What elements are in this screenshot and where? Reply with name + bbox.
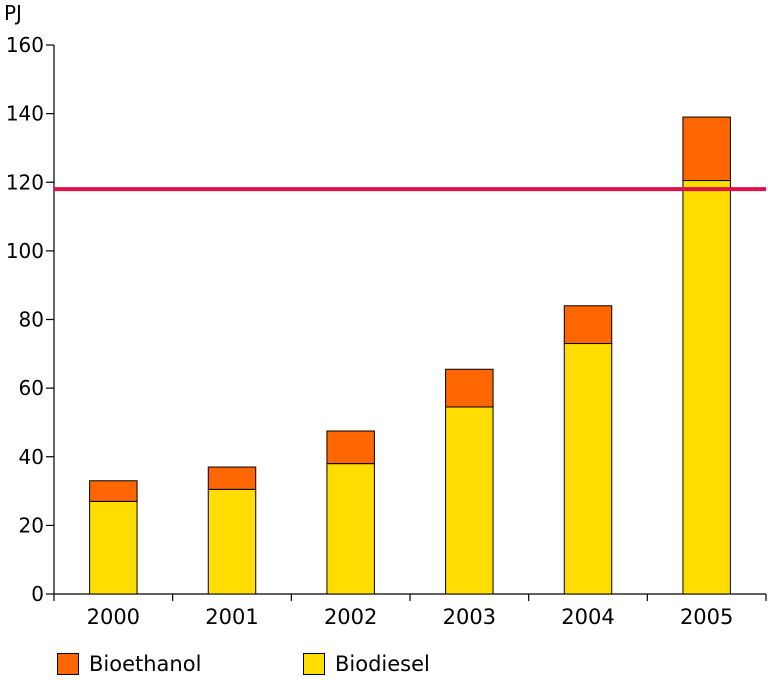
y-tick-label: 80: [19, 308, 44, 332]
bar-segment-biodiesel-2000: [89, 500, 138, 595]
x-tick-label: 2001: [205, 605, 258, 629]
bar-segment-biodiesel-2005: [682, 180, 731, 595]
y-tick-label: 20: [19, 513, 44, 537]
bar-segment-biodiesel-2001: [207, 488, 257, 595]
y-tick-label: 0: [31, 582, 44, 606]
legend-swatch-biodiesel: [303, 653, 325, 675]
legend-item-bioethanol: Bioethanol: [57, 648, 201, 680]
x-tick-label: 2005: [680, 605, 733, 629]
x-tick-label: 2000: [87, 605, 140, 629]
bar-segment-biodiesel-2004: [563, 343, 613, 595]
bar-segment-bioethanol-2003: [445, 368, 494, 408]
legend-swatch-bioethanol: [57, 653, 79, 675]
bar-segment-bioethanol-2004: [563, 305, 613, 345]
y-tick-label: 140: [6, 102, 44, 126]
bar-segment-bioethanol-2001: [207, 466, 257, 490]
bar-segment-biodiesel-2003: [445, 406, 494, 595]
x-axis: 2000 2001 2002 2003 2004 2005: [53, 593, 767, 629]
bar-segment-bioethanol-2002: [326, 430, 375, 465]
x-tick-label: 2003: [443, 605, 496, 629]
y-tick-label: 40: [19, 445, 44, 469]
x-tick-label: 2004: [561, 605, 614, 629]
y-tick-label: 100: [6, 239, 44, 263]
x-tick-label: 2002: [324, 605, 377, 629]
bar-segment-biodiesel-2002: [326, 463, 375, 595]
y-tick-label: 60: [19, 376, 44, 400]
y-tick-label: 160: [6, 33, 44, 57]
y-tick-label: 120: [6, 170, 44, 194]
y-axis-label: PJ: [4, 1, 22, 25]
legend-label-biodiesel: Biodiesel: [335, 652, 430, 676]
bars: [89, 116, 731, 595]
legend-label-bioethanol: Bioethanol: [89, 652, 202, 676]
y-axis: 0 20 40 60 80 100 120 140 160 PJ: [4, 1, 55, 606]
bar-segment-bioethanol-2000: [89, 480, 138, 502]
bar-segment-bioethanol-2005: [682, 116, 731, 182]
legend-item-biodiesel: Biodiesel: [303, 648, 430, 680]
